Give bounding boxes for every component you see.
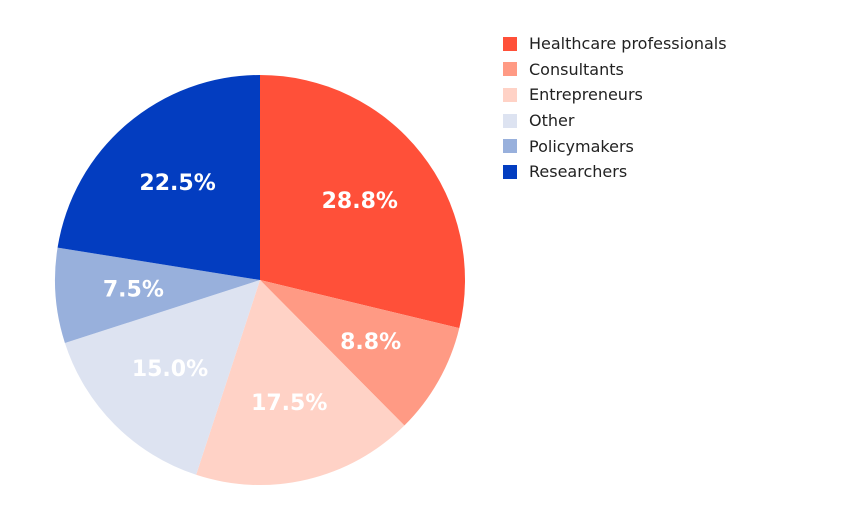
legend-swatch <box>503 139 517 154</box>
slice-value-label: 28.8% <box>322 189 398 214</box>
slice-value-label: 7.5% <box>103 277 164 302</box>
pie-slice <box>57 75 260 280</box>
legend-swatch <box>503 164 517 179</box>
slice-value-label: 22.5% <box>139 171 215 196</box>
legend-item: Researchers <box>503 159 727 185</box>
legend-swatch <box>503 62 517 77</box>
chart-legend: Healthcare professionals Consultants Entre… <box>503 31 727 185</box>
slice-labels: 28.8% 8.8% 17.5% 15.0% 7.5% 22.5% <box>103 171 401 416</box>
pie-slice <box>260 75 465 329</box>
legend-label: Other <box>529 111 575 131</box>
legend-label: Researchers <box>529 162 628 182</box>
pie-slice <box>260 280 460 426</box>
legend-swatch <box>503 36 517 51</box>
legend-swatch <box>503 113 517 128</box>
slice-value-label: 17.5% <box>251 391 327 416</box>
slice-value-label: 8.8% <box>340 330 401 355</box>
legend-item: Other <box>503 108 727 134</box>
pie-slice <box>196 280 405 486</box>
legend-label: Policymakers <box>529 136 634 156</box>
legend-item: Healthcare professionals <box>503 31 727 57</box>
pie-slice <box>54 247 260 343</box>
legend-swatch <box>503 87 517 102</box>
slice-value-label: 15.0% <box>132 357 208 382</box>
legend-item: Entrepreneurs <box>503 82 727 108</box>
legend-item: Consultants <box>503 57 727 83</box>
legend-label: Consultants <box>529 59 624 79</box>
pie-slice <box>64 280 261 475</box>
pie-slices <box>54 75 465 486</box>
legend-label: Entrepreneurs <box>529 85 643 105</box>
legend-item: Policymakers <box>503 133 727 159</box>
legend-label: Healthcare professionals <box>529 34 727 54</box>
